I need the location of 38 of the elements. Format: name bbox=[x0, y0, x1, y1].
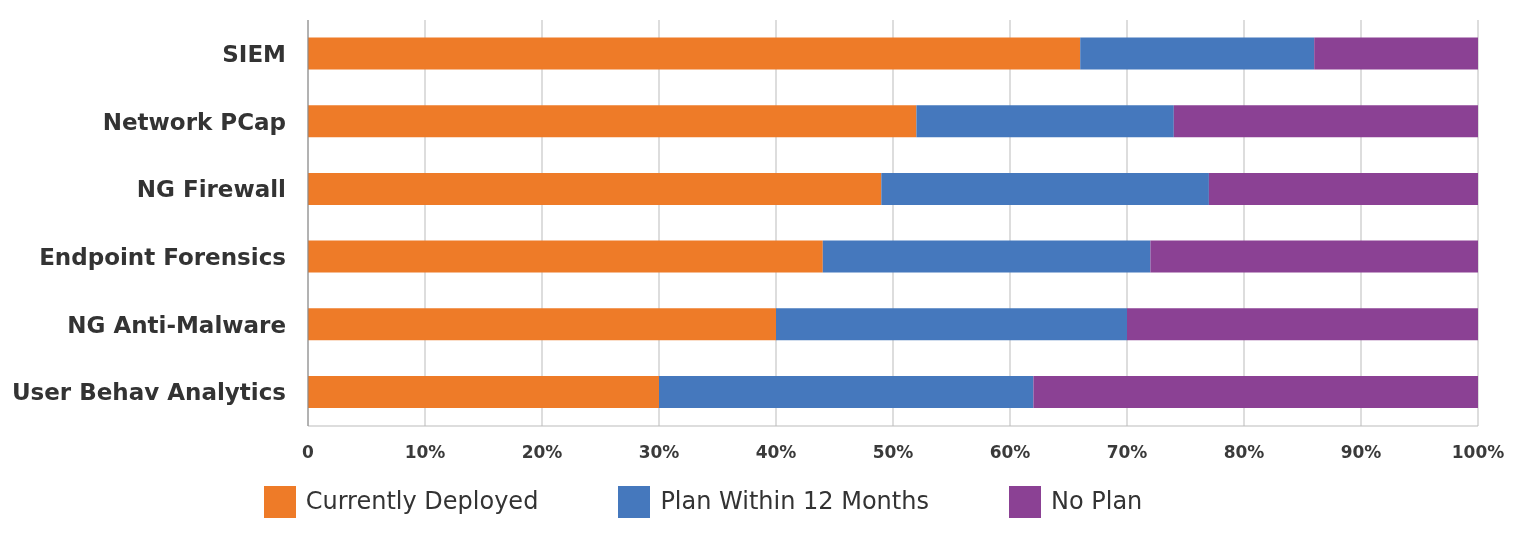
bar bbox=[916, 105, 1174, 138]
bar bbox=[1033, 375, 1478, 408]
bar bbox=[308, 37, 1081, 70]
y-tick-label: NG Firewall bbox=[136, 176, 286, 203]
bar bbox=[822, 240, 1151, 273]
x-tick-label: 10% bbox=[404, 442, 446, 463]
bar bbox=[1208, 172, 1478, 205]
bar bbox=[308, 240, 823, 273]
x-tick-label: 60% bbox=[989, 442, 1031, 463]
x-tick-label: 90% bbox=[1340, 442, 1382, 463]
y-tick-label: SIEM bbox=[222, 41, 286, 67]
x-tick-label: 40% bbox=[755, 442, 797, 463]
bar bbox=[1173, 105, 1478, 138]
bar bbox=[881, 172, 1209, 205]
bar bbox=[308, 375, 659, 408]
legend-label: Currently Deployed bbox=[305, 487, 539, 515]
bar bbox=[1080, 37, 1315, 70]
bar bbox=[1314, 37, 1478, 70]
bar bbox=[1127, 308, 1478, 341]
legend-label: No Plan bbox=[1050, 487, 1143, 515]
x-tick-label: 50% bbox=[872, 442, 914, 463]
x-tick-label: 0 bbox=[302, 442, 315, 463]
bar bbox=[776, 308, 1127, 341]
x-tick-label: 30% bbox=[638, 442, 680, 463]
bar bbox=[308, 308, 776, 341]
y-tick-label: Network PCap bbox=[102, 108, 286, 135]
y-tick-label: User Behav Analytics bbox=[11, 379, 286, 406]
bar bbox=[1150, 240, 1478, 273]
legend-label: Plan Within 12 Months bbox=[660, 487, 929, 515]
y-tick-label: NG Anti-Malware bbox=[67, 311, 286, 338]
x-tick-label: 20% bbox=[521, 442, 563, 463]
x-tick-label: 70% bbox=[1106, 442, 1148, 463]
bar bbox=[659, 375, 1034, 408]
x-tick-label: 80% bbox=[1223, 442, 1265, 463]
x-tick-label: 100% bbox=[1451, 442, 1505, 463]
bar bbox=[308, 172, 882, 205]
y-tick-label: Endpoint Forensics bbox=[39, 244, 286, 270]
bar bbox=[308, 105, 917, 138]
